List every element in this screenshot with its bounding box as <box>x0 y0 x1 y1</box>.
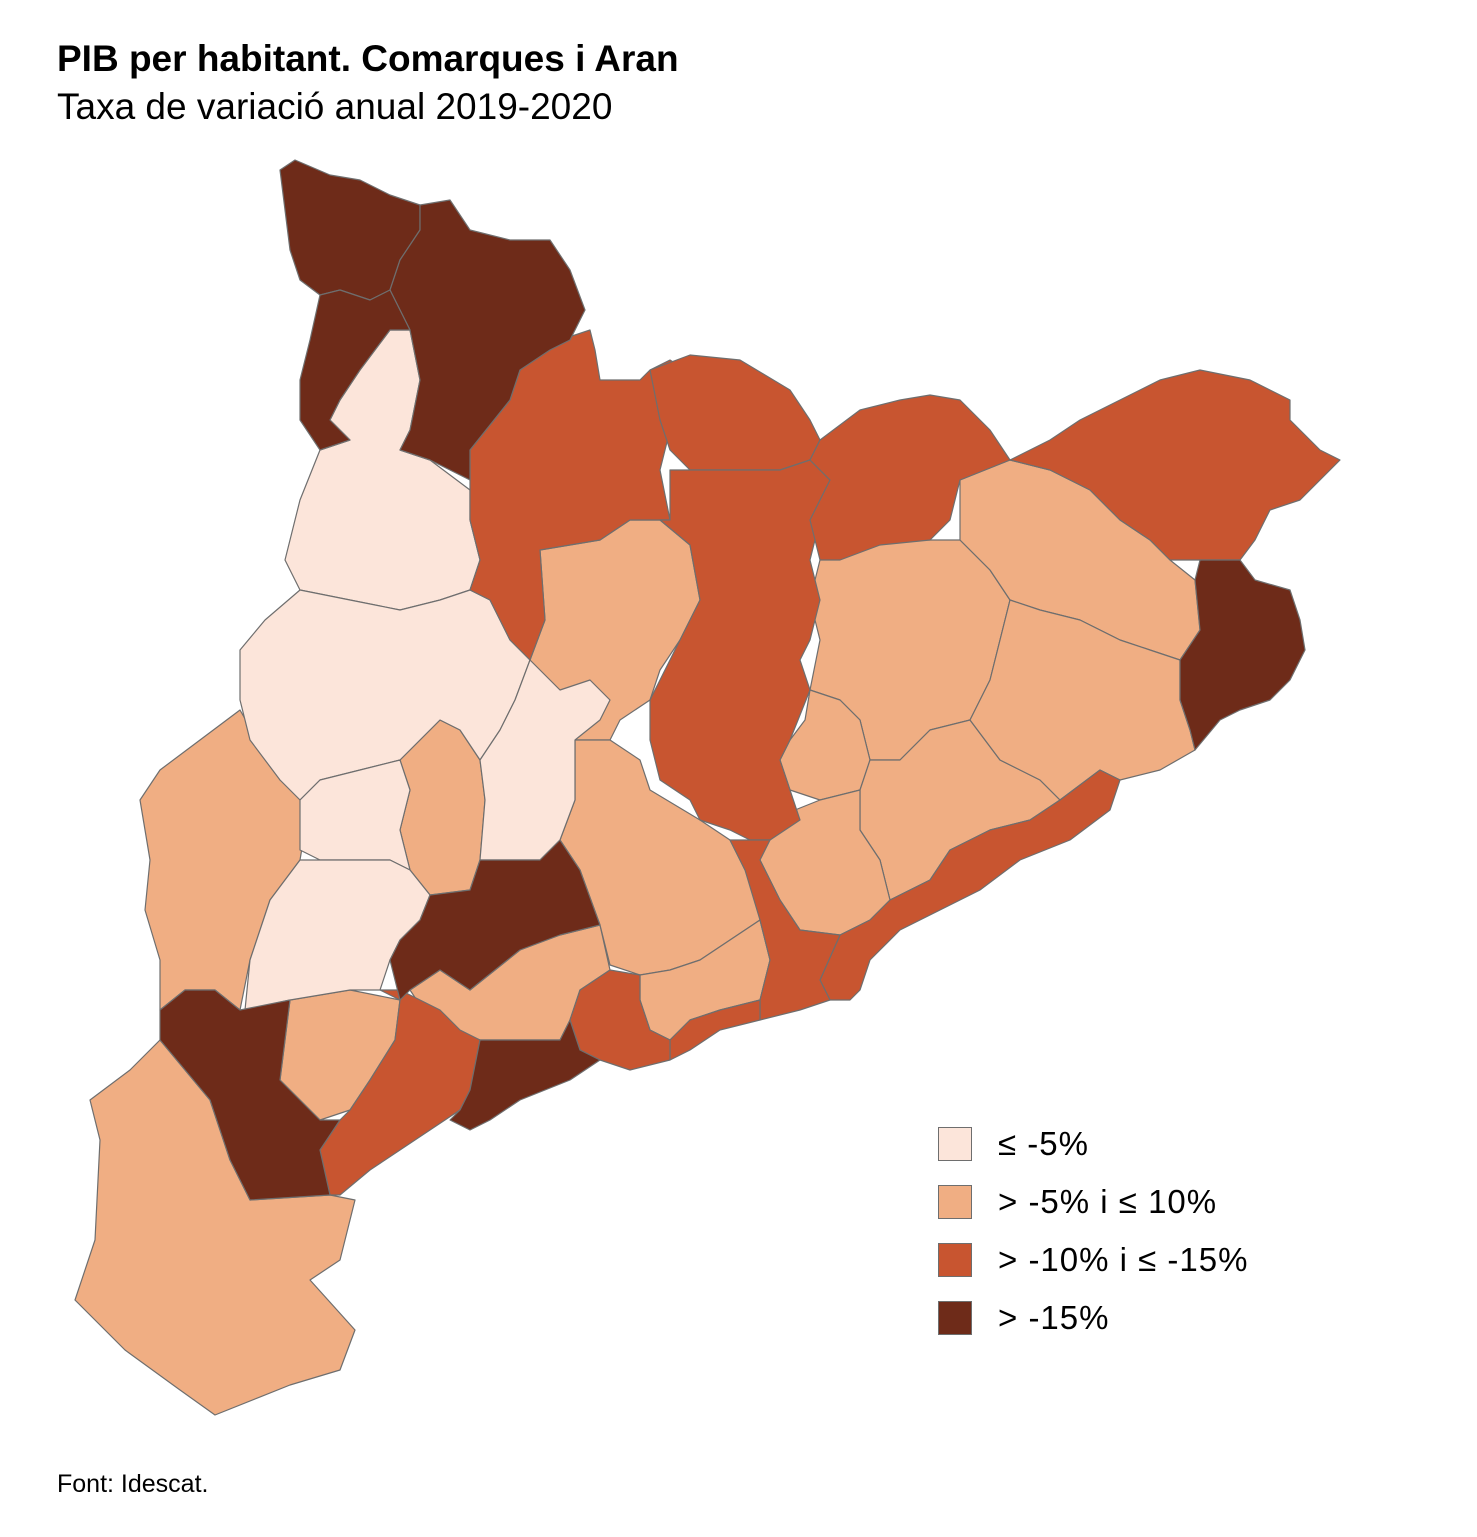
legend-label: > -15% <box>998 1299 1110 1336</box>
legend-label: > -5% i ≤ 10% <box>998 1183 1218 1220</box>
source-note: Font: Idescat. <box>57 1470 209 1498</box>
region-baix-llobregat <box>729 839 841 1021</box>
region-garraf <box>669 999 761 1061</box>
map-legend: ≤ -5% > -5% i ≤ 10% > -10% i ≤ -15% > -1… <box>938 1125 1249 1358</box>
region-northeast-coast <box>1009 369 1341 561</box>
region-ribera-ebre <box>159 989 341 1201</box>
map-title: PIB per habitant. Comarques i Aran <box>57 38 679 79</box>
map-subtitle: Taxa de variació anual 2019-2020 <box>57 86 613 127</box>
region-north-east-1 <box>649 354 821 471</box>
legend-swatch <box>938 1127 972 1161</box>
legend-item: > -10% i ≤ -15% <box>938 1241 1249 1278</box>
legend-label: > -10% i ≤ -15% <box>998 1241 1249 1278</box>
region-tarragones <box>449 1019 601 1131</box>
legend-swatch <box>938 1185 972 1219</box>
legend-item: > -15% <box>938 1299 1248 1336</box>
legend-swatch <box>938 1301 972 1335</box>
legend-item: ≤ -5% <box>938 1125 1248 1162</box>
region-alta-ribagorca <box>299 289 411 451</box>
region-west-center <box>299 759 411 871</box>
region-north-east-2 <box>809 394 1011 561</box>
region-north-center <box>469 329 721 661</box>
region-west-plain <box>239 589 531 801</box>
region-conca <box>389 839 601 1001</box>
region-east-inland <box>969 599 1196 801</box>
region-baix-emporda <box>1179 559 1306 751</box>
legend-label: ≤ -5% <box>998 1125 1089 1162</box>
legend-item: > -5% i ≤ 10% <box>938 1183 1248 1220</box>
region-south-coast-1 <box>319 989 481 1196</box>
legend-swatch <box>938 1243 972 1277</box>
